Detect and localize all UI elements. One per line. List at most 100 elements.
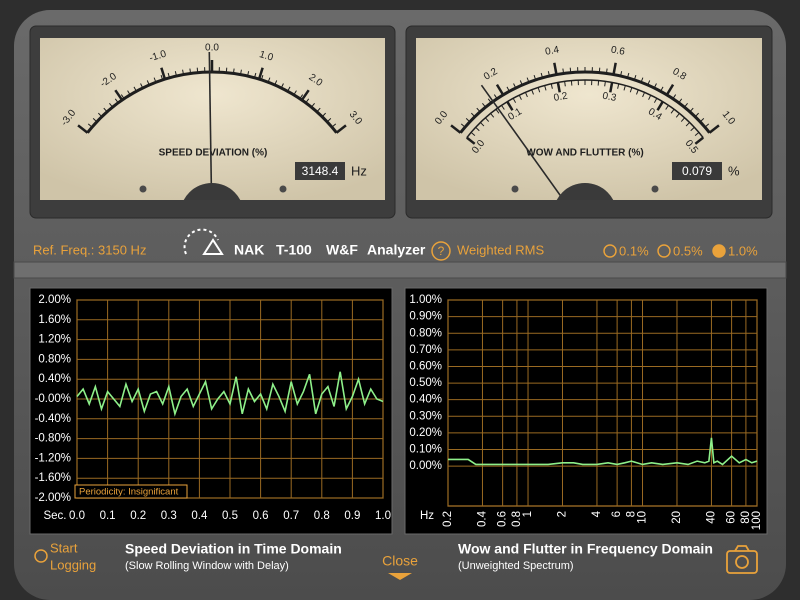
close-arrow[interactable]: [388, 573, 412, 580]
x-tick-label: 10: [637, 511, 649, 524]
major-tick: [665, 83, 675, 96]
minor-tick: [690, 126, 695, 132]
minor-tick: [564, 81, 566, 87]
scale-label: -1.0: [148, 48, 168, 64]
minor-tick: [260, 74, 264, 81]
scale-label: 0.0: [205, 43, 219, 54]
range-radio[interactable]: [712, 244, 726, 258]
y-tick-label: 1.00%: [409, 294, 442, 306]
y-tick-label: -2.00%: [35, 492, 71, 504]
x-tick-label: 6: [611, 511, 623, 517]
minor-tick: [87, 123, 93, 128]
y-tick-label: 0.80%: [38, 353, 71, 365]
x-axis-label: Hz: [420, 510, 434, 522]
x-tick-label: 0.8: [511, 511, 523, 527]
y-tick-label: -0.80%: [35, 433, 71, 445]
y-tick-label: -1.20%: [35, 452, 71, 464]
x-tick-label: 0.9: [344, 510, 360, 522]
range-label[interactable]: 0.1%: [619, 243, 649, 258]
minor-tick: [167, 72, 170, 78]
minor-tick: [495, 108, 500, 114]
help-label[interactable]: ?: [438, 244, 445, 258]
minor-tick: [460, 123, 466, 128]
major-tick: [506, 101, 514, 111]
brand: NAK: [234, 242, 264, 258]
major-tick: [257, 67, 264, 80]
minor-tick: [321, 112, 326, 118]
needle-hub: [556, 183, 614, 200]
minor-tick: [531, 89, 534, 95]
y-tick-label: 2.00%: [38, 294, 71, 306]
mode: Weighted RMS: [457, 242, 545, 257]
readout-unit: %: [728, 163, 740, 178]
range-radio[interactable]: [603, 244, 617, 258]
minor-tick: [482, 103, 486, 108]
y-tick-label: 1.20%: [38, 334, 71, 346]
major-tick: [77, 124, 89, 134]
readout-box: [672, 162, 722, 180]
minor-tick: [103, 107, 108, 113]
chart-title: Wow and Flutter in Frequency Domain: [458, 541, 713, 557]
range-label[interactable]: 1.0%: [728, 243, 758, 258]
minor-tick: [694, 112, 699, 118]
minor-tick: [232, 68, 235, 74]
divider: [13, 261, 787, 279]
logging-label[interactable]: Logging: [50, 557, 96, 572]
camera-button[interactable]: [726, 545, 758, 574]
minor-tick: [465, 118, 471, 123]
minor-tick: [519, 80, 523, 86]
minor-tick: [331, 123, 337, 128]
logging-label[interactable]: Start: [50, 540, 78, 555]
y-tick-label: -0.00%: [35, 393, 71, 405]
x-tick-label: 0.4: [191, 510, 208, 522]
help-button[interactable]: [431, 241, 451, 261]
x-tick-label: 0.0: [69, 510, 85, 522]
y-tick-label: 0.00%: [409, 460, 442, 472]
minor-tick: [153, 77, 157, 83]
x-tick-label: 0.2: [442, 511, 454, 527]
minor-tick: [675, 113, 680, 118]
x-tick-label: 20: [671, 511, 683, 524]
minor-tick: [480, 122, 485, 127]
x-axis-label: Sec.: [43, 510, 66, 522]
minor-tick: [684, 103, 688, 108]
close-button[interactable]: Close: [382, 553, 418, 569]
minor-tick: [642, 92, 646, 98]
needle-hub: [183, 183, 241, 200]
scale-label: 0.4: [544, 44, 560, 57]
range-label[interactable]: 0.5%: [673, 243, 703, 258]
minor-tick: [120, 94, 125, 99]
minor-tick: [326, 118, 332, 123]
screw: [511, 185, 519, 193]
x-tick-label: 0.4: [476, 510, 488, 527]
minor-tick: [524, 92, 528, 98]
minor-tick: [140, 83, 144, 89]
logging-radio[interactable]: [34, 549, 48, 563]
scale-label: 0.2: [553, 91, 569, 104]
minor-tick: [470, 132, 476, 137]
x-tick-label: 100: [751, 511, 763, 530]
minor-tick: [247, 71, 250, 77]
minor-tick: [490, 113, 495, 118]
range-radio[interactable]: [657, 244, 671, 258]
minor-tick: [627, 72, 630, 78]
major-tick: [495, 83, 505, 96]
minor-tick: [537, 87, 541, 93]
x-tick-label: 0.3: [161, 510, 177, 522]
minor-tick: [189, 68, 192, 74]
major-tick: [300, 89, 310, 101]
plot-panel: [404, 287, 768, 535]
minor-tick: [305, 98, 310, 104]
minor-tick: [636, 89, 639, 95]
meter-title: WOW AND FLUTTER (%): [526, 148, 643, 159]
needle: [480, 84, 565, 200]
minor-tick: [665, 105, 669, 110]
meter-title: SPEED DEVIATION (%): [159, 148, 268, 159]
minor-tick: [513, 83, 517, 89]
minor-tick: [689, 107, 694, 113]
minor-tick: [146, 80, 150, 86]
minor-tick: [512, 98, 517, 103]
brand: T-100: [276, 242, 312, 258]
